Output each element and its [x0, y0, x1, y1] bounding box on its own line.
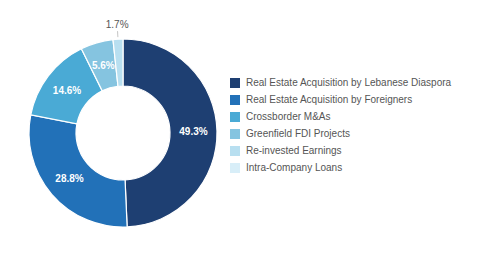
html-text:Greenfield FDI Projects: Greenfield FDI Projects	[246, 128, 350, 139]
html-text:Real Estate Acquisition by Leb: Real Estate Acquisition by Lebanese Dias…	[246, 77, 452, 88]
svg-text:1.7%: 1.7%	[106, 19, 129, 30]
svg-text:5.6%: 5.6%	[92, 60, 115, 71]
html-text:Re-invested Earnings: Re-invested Earnings	[246, 145, 342, 156]
svg-text:14.6%: 14.6%	[53, 85, 81, 96]
html-text:Intra-Company Loans: Intra-Company Loans	[246, 162, 343, 173]
html-text:Crossborder M&As: Crossborder M&As	[246, 111, 331, 122]
html-text:Real Estate Acquisition by For: Real Estate Acquisition by Foreigners	[246, 94, 413, 105]
svg-text:49.3%: 49.3%	[179, 126, 207, 137]
svg-text:28.8%: 28.8%	[55, 173, 83, 184]
